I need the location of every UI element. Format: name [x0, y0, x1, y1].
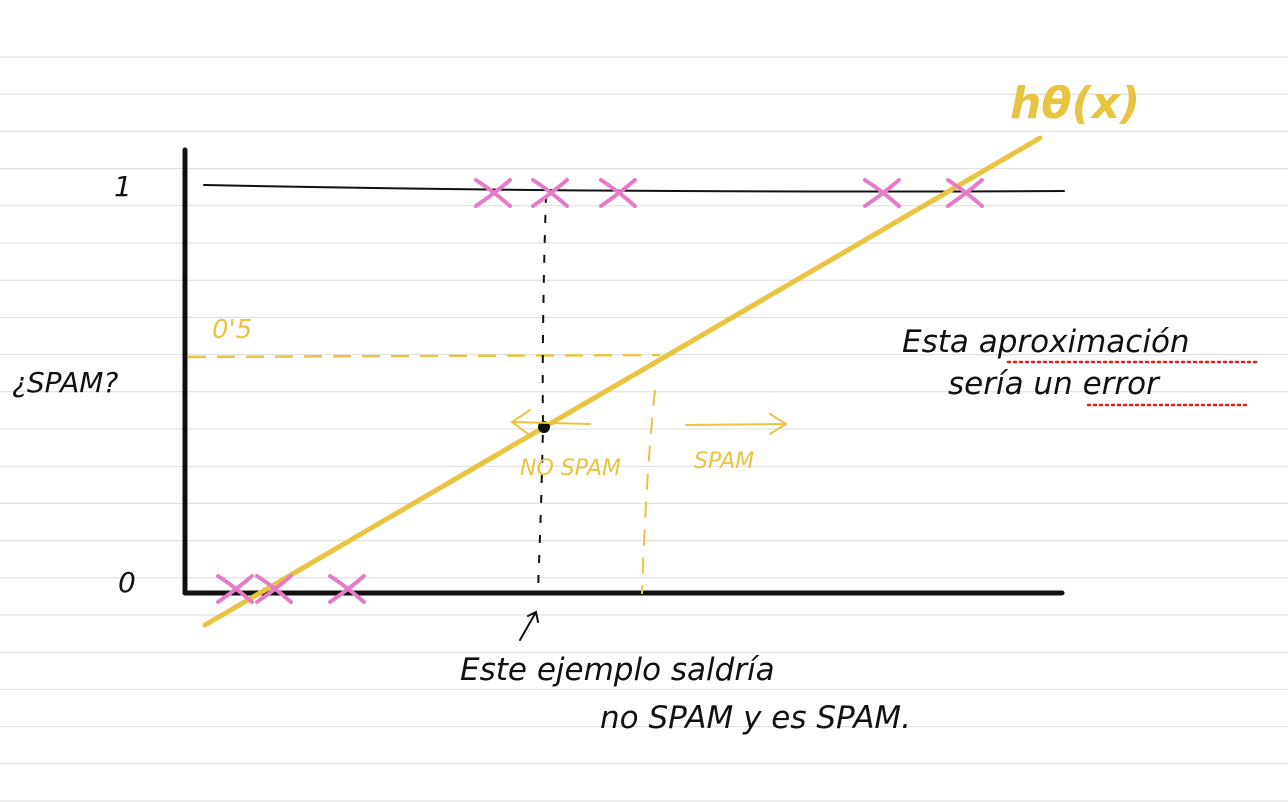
example-pointer-arrow [519, 610, 539, 641]
spellcheck-underlines [1006, 360, 1260, 407]
training-marks-top [474, 178, 984, 208]
spam-label: SPAM [694, 449, 754, 474]
y-axis-title: ¿SPAM? [12, 366, 118, 399]
training-marks-bottom [216, 574, 366, 604]
mark-x-top [599, 178, 637, 208]
no-spam-label: NO SPAM [520, 456, 621, 481]
y-tick-label-half: 0'5 [212, 315, 252, 345]
y-tick-label-one: 1 [114, 170, 132, 203]
note-line-2: sería un error [948, 366, 1161, 402]
note-line-1: Esta aproximación [902, 324, 1190, 360]
mark-x-top [863, 178, 901, 208]
threshold-vertical-dashed [641, 389, 656, 595]
mark-x-top [946, 178, 984, 208]
hypothesis-line [202, 135, 1043, 628]
mark-x-bottom [255, 574, 293, 604]
ruled-notebook-lines [0, 56, 1288, 802]
spam-arrow [685, 413, 788, 435]
example-line-1: Este ejemplo saldría [460, 652, 775, 688]
direction-arrows [510, 409, 788, 435]
axes [182, 147, 1065, 596]
mark-x-top [474, 178, 512, 208]
mark-x-bottom [216, 574, 254, 604]
mark-x-top [531, 178, 569, 208]
y-tick-label-zero: 0 [118, 566, 136, 599]
example-point [538, 421, 550, 433]
threshold-dashed-line [187, 353, 661, 359]
example-dotted-line [537, 194, 547, 591]
no-spam-arrow [510, 409, 591, 435]
example-line-2: no SPAM y es SPAM. [600, 700, 911, 736]
y-equals-one-line [203, 184, 1065, 193]
hypothesis-label: hθ(x) [1010, 78, 1140, 129]
mark-x-bottom [328, 574, 366, 604]
